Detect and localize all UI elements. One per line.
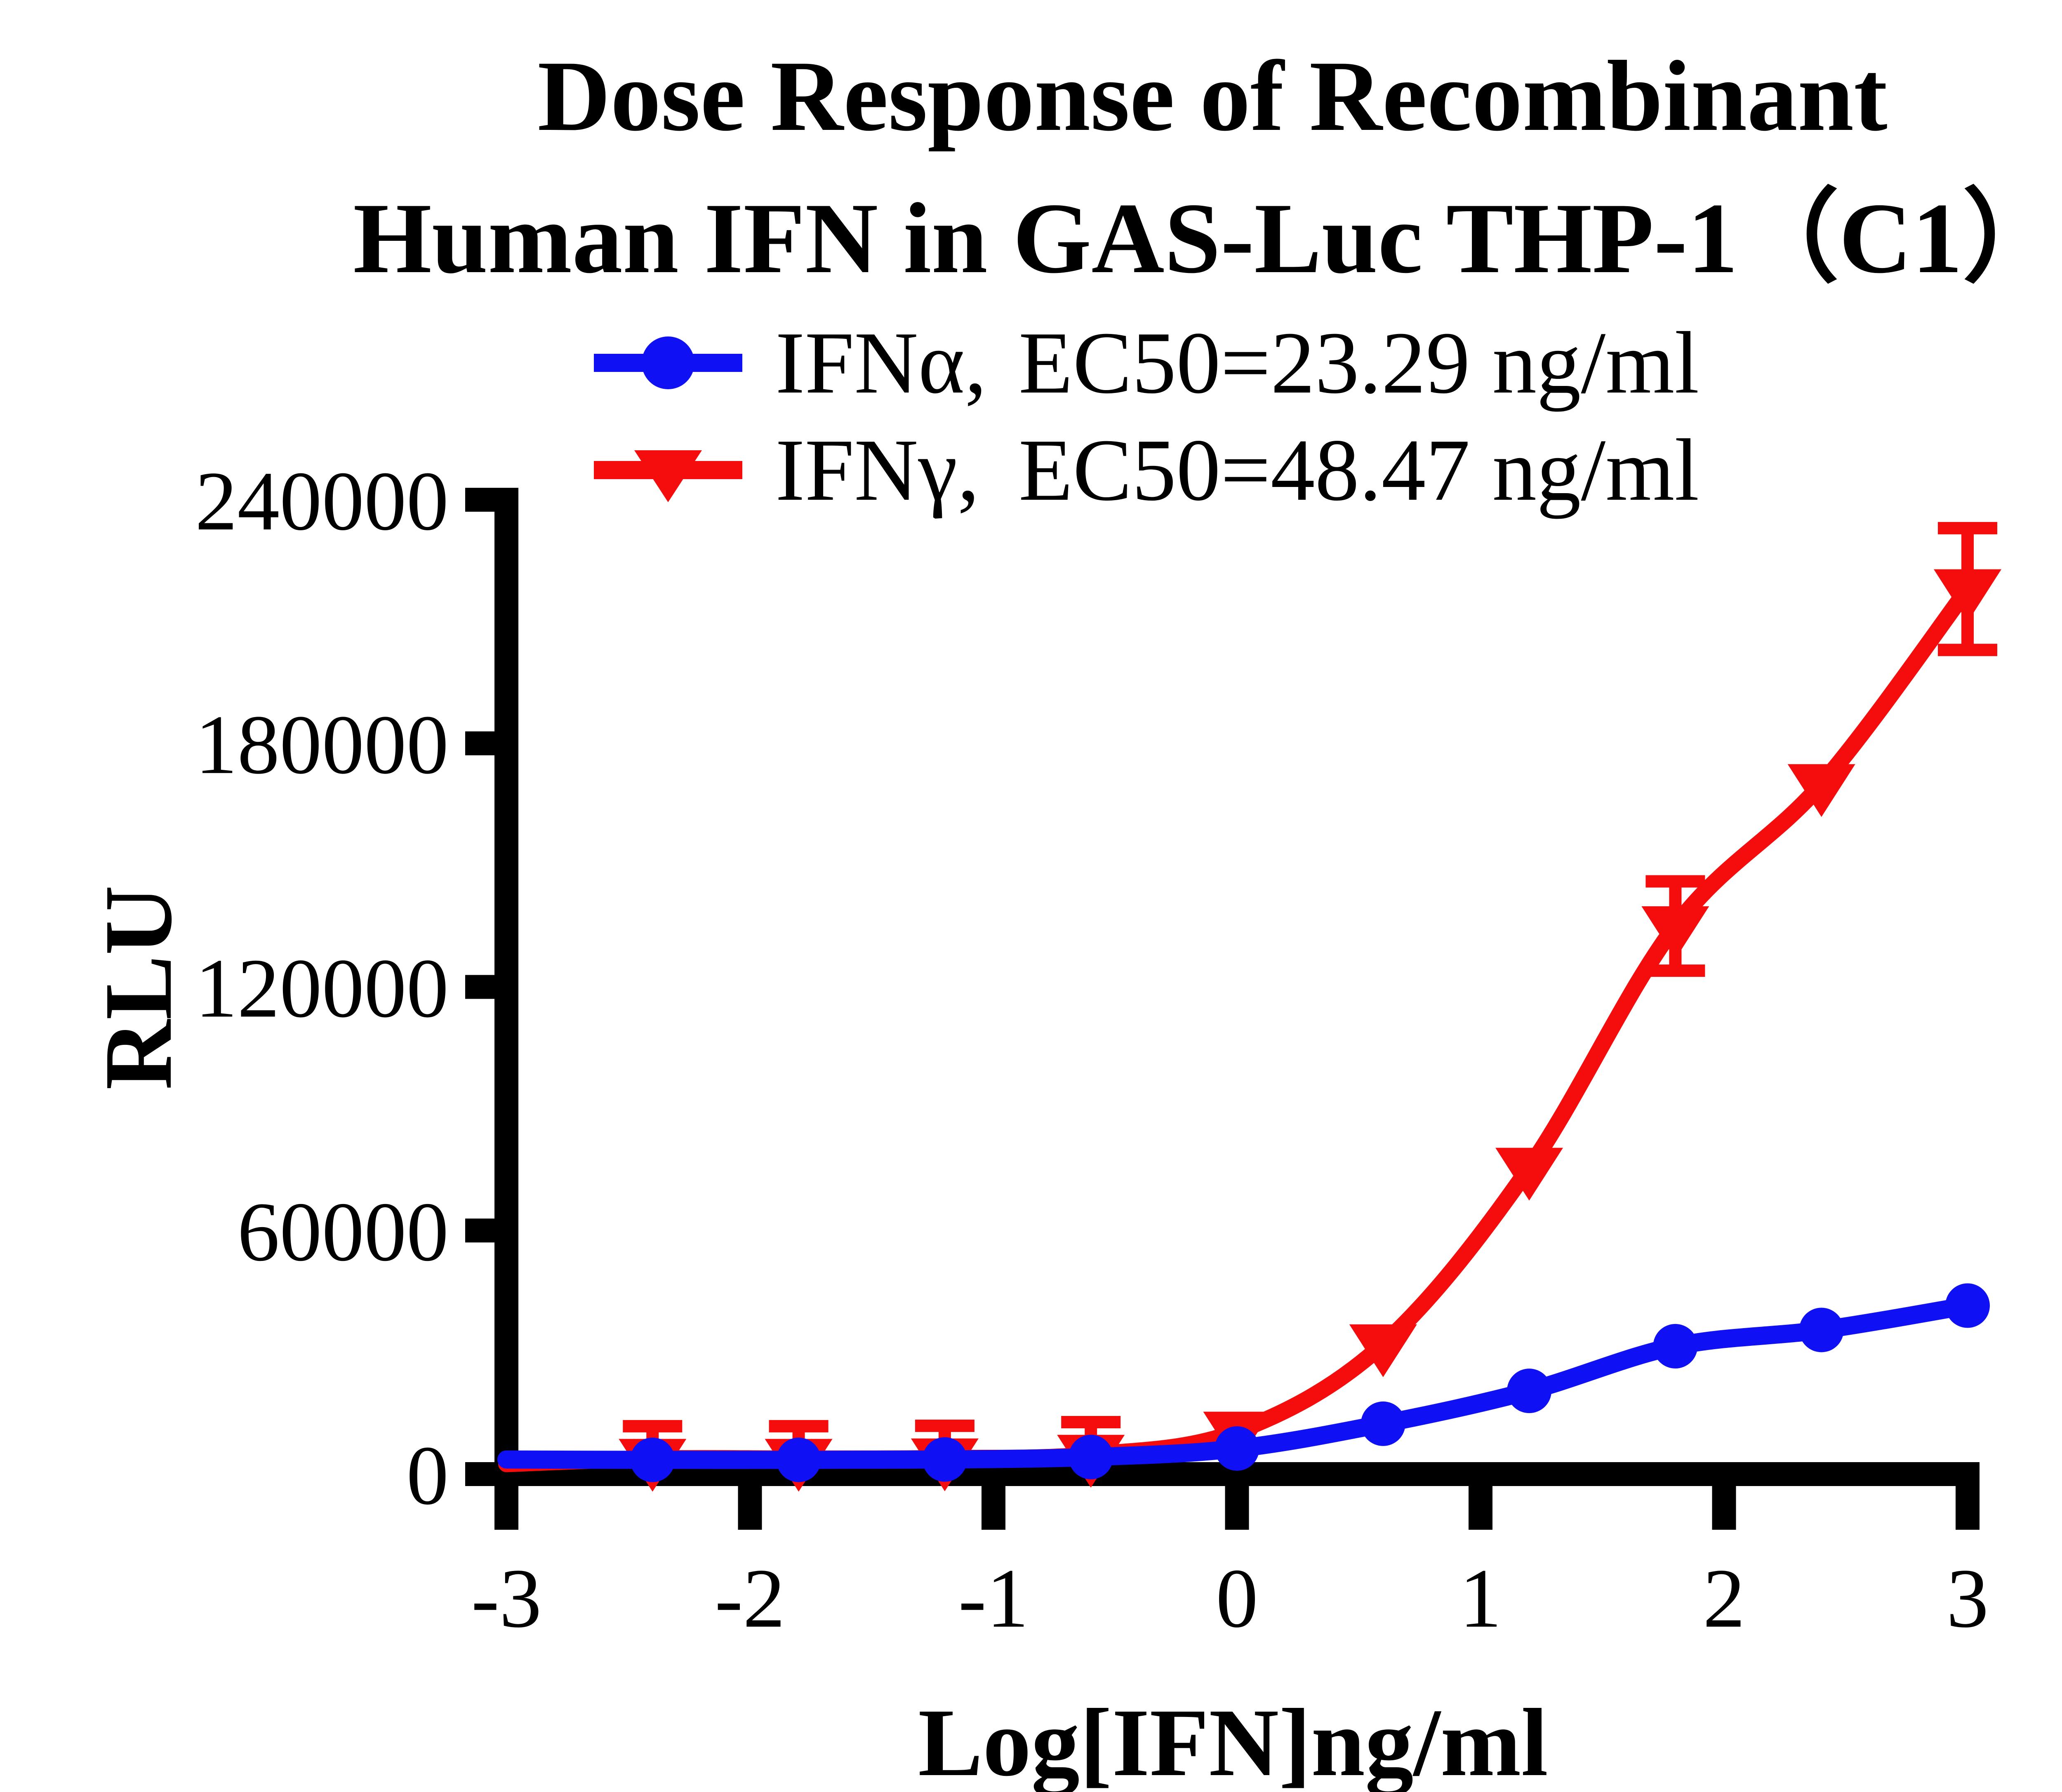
x-tick-label: 3 xyxy=(1947,1552,1989,1645)
y-tick-mark xyxy=(465,731,494,755)
data-point-circle-IFNα xyxy=(1069,1435,1113,1479)
x-tick-label: 2 xyxy=(1703,1552,1745,1645)
legend-item-ifn-alpha: IFNα, EC50=23.29 ng/ml xyxy=(594,313,1699,412)
y-tick-mark xyxy=(465,1218,494,1243)
x-tick-mark xyxy=(982,1486,1005,1530)
y-tick-mark xyxy=(465,975,494,999)
legend-ec50-ifn-gamma: EC50=48.47 ng/ml xyxy=(1019,421,1699,519)
x-tick-label: 1 xyxy=(1459,1552,1502,1645)
x-tick-mark xyxy=(1225,1486,1249,1530)
data-point-triangle-IFNγ xyxy=(1349,1324,1417,1377)
legend-label-ifn-alpha: IFNα, xyxy=(775,313,987,412)
y-axis-label: RLU xyxy=(85,885,192,1090)
data-point-circle-IFNα xyxy=(1361,1401,1405,1446)
data-point-circle-IFNα xyxy=(922,1437,967,1482)
y-tick-mark xyxy=(465,488,494,512)
data-point-triangle-IFNγ xyxy=(1641,906,1709,959)
data-point-triangle-IFNγ xyxy=(1787,764,1855,817)
x-tick-mark xyxy=(494,1486,518,1530)
legend-triangle-down-icon xyxy=(634,450,702,502)
legend: IFNα, EC50=23.29 ng/ml IFNγ, EC50=48.47 … xyxy=(594,313,1699,519)
data-point-circle-IFNα xyxy=(1215,1426,1259,1471)
y-axis-line xyxy=(494,488,518,1486)
x-tick-label: 0 xyxy=(1216,1552,1258,1645)
x-tick-label: -3 xyxy=(471,1552,542,1645)
y-tick-label: 60000 xyxy=(238,1185,449,1279)
data-point-circle-IFNα xyxy=(1799,1308,1844,1352)
data-point-circle-IFNα xyxy=(630,1437,675,1482)
data-point-circle-IFNα xyxy=(1945,1283,1990,1328)
y-tick-label: 0 xyxy=(407,1429,449,1522)
legend-item-ifn-gamma: IFNγ, EC50=48.47 ng/ml xyxy=(594,421,1699,519)
legend-circle-icon xyxy=(642,336,694,389)
legend-ec50-ifn-alpha: EC50=23.29 ng/ml xyxy=(1019,313,1699,412)
y-tick-mark xyxy=(465,1462,494,1486)
data-point-circle-IFNα xyxy=(1507,1369,1552,1413)
data-point-circle-IFNα xyxy=(1653,1324,1698,1369)
x-tick-mark xyxy=(1712,1486,1736,1530)
y-tick-label: 180000 xyxy=(195,698,449,792)
chart-title-line2: Human IFN in GAS-Luc THP-1（C1） xyxy=(353,182,2062,294)
data-point-triangle-IFNγ xyxy=(1495,1148,1563,1201)
data-point-circle-IFNα xyxy=(776,1437,821,1482)
x-tick-mark xyxy=(1956,1486,1980,1530)
x-tick-mark xyxy=(1469,1486,1492,1530)
x-tick-label: -1 xyxy=(958,1552,1029,1645)
data-point-triangle-IFNγ xyxy=(1934,569,2001,622)
legend-label-ifn-gamma: IFNγ, xyxy=(775,421,979,519)
x-axis-label: Log[IFN]ng/ml xyxy=(918,1689,1548,1792)
y-tick-label: 120000 xyxy=(195,942,449,1035)
chart-title-line1: Dose Response of Recombinant xyxy=(537,40,1887,152)
y-tick-label: 240000 xyxy=(195,454,449,548)
x-tick-mark xyxy=(738,1486,762,1530)
x-tick-label: -2 xyxy=(715,1552,785,1645)
plot-area: 0 60000 120000 180000 240000 -3 -2 -1 0 1 2 3 xyxy=(195,454,2001,1645)
